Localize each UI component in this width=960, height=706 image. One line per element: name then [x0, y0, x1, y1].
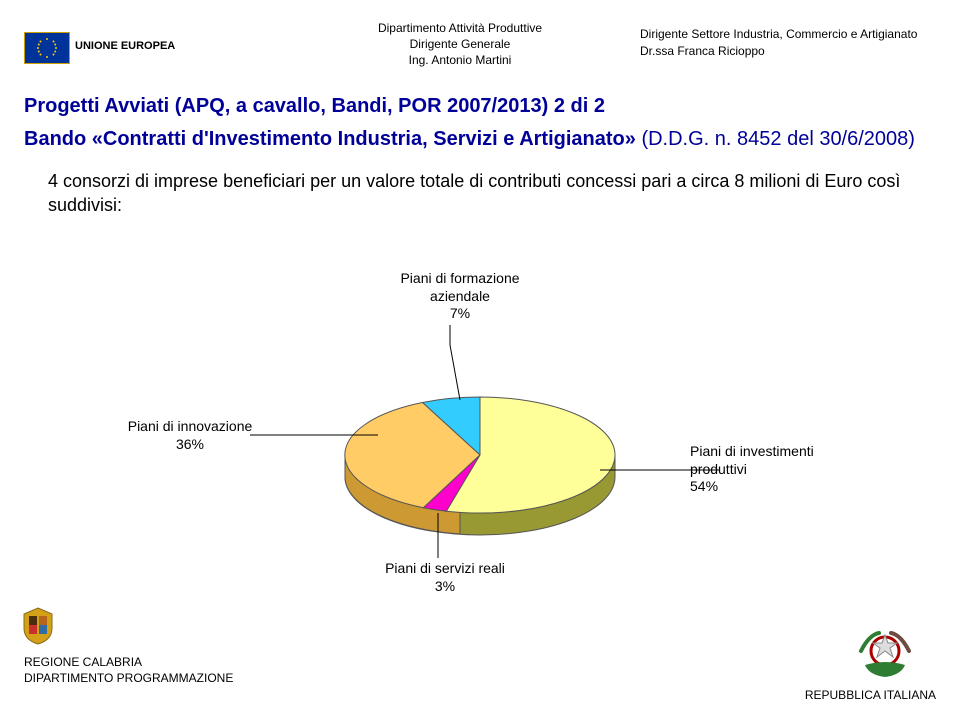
- right-line2: Dr.ssa Franca Ricioppo: [640, 43, 960, 60]
- footer-left-l1: REGIONE CALABRIA: [24, 654, 233, 670]
- dept-line2: Dirigente Generale: [300, 36, 620, 52]
- body-paragraph: 4 consorzi di imprese beneficiari per un…: [48, 169, 924, 218]
- label-formazione-l2: aziendale: [380, 288, 540, 306]
- title-block: Progetti Avviati (APQ, a cavallo, Bandi,…: [24, 95, 924, 236]
- regione-logo-icon: [21, 606, 55, 651]
- header-center: Dipartimento Attività Produttive Dirigen…: [300, 20, 620, 69]
- label-innovazione: Piani di innovazione 36%: [110, 418, 270, 453]
- label-servizi-l1: Piani di servizi reali: [365, 560, 525, 578]
- label-servizi: Piani di servizi reali 3%: [365, 560, 525, 595]
- header: UNIONE EUROPEA Dipartimento Attività Pro…: [0, 10, 960, 80]
- dept-line3: Ing. Antonio Martini: [300, 52, 620, 68]
- ue-label: UNIONE EUROPEA: [75, 40, 175, 52]
- label-servizi-pct: 3%: [365, 578, 525, 596]
- header-right: Dirigente Settore Industria, Commercio e…: [640, 26, 960, 60]
- footer-left: REGIONE CALABRIA DIPARTIMENTO PROGRAMMAZ…: [24, 654, 233, 686]
- eu-flag-icon: [24, 32, 70, 64]
- italy-emblem-icon: [855, 621, 915, 686]
- subtitle-bold: Bando «Contratti d'Investimento Industri…: [24, 128, 641, 150]
- pie-chart: Piani di formazione aziendale 7% Piani d…: [130, 270, 830, 590]
- slide-subtitle: Bando «Contratti d'Investimento Industri…: [24, 128, 924, 151]
- label-investimenti-l1: Piani di investimenti: [690, 443, 870, 461]
- right-line1: Dirigente Settore Industria, Commercio e…: [640, 26, 960, 43]
- label-investimenti-l2: produttivi: [690, 461, 870, 479]
- dept-line1: Dipartimento Attività Produttive: [300, 20, 620, 36]
- slide-title: Progetti Avviati (APQ, a cavallo, Bandi,…: [24, 95, 924, 118]
- label-formazione: Piani di formazione aziendale 7%: [380, 270, 540, 323]
- slide: UNIONE EUROPEA Dipartimento Attività Pro…: [0, 0, 960, 706]
- label-formazione-l1: Piani di formazione: [380, 270, 540, 288]
- label-investimenti-pct: 54%: [690, 478, 870, 496]
- footer-left-l2: DIPARTIMENTO PROGRAMMAZIONE: [24, 670, 233, 686]
- label-innovazione-pct: 36%: [110, 436, 270, 454]
- label-formazione-pct: 7%: [380, 305, 540, 323]
- label-innovazione-l1: Piani di innovazione: [110, 418, 270, 436]
- footer-right: REPUBBLICA ITALIANA: [805, 688, 936, 702]
- subtitle-rest: (D.D.G. n. 8452 del 30/6/2008): [641, 128, 915, 150]
- label-investimenti: Piani di investimenti produttivi 54%: [690, 443, 870, 496]
